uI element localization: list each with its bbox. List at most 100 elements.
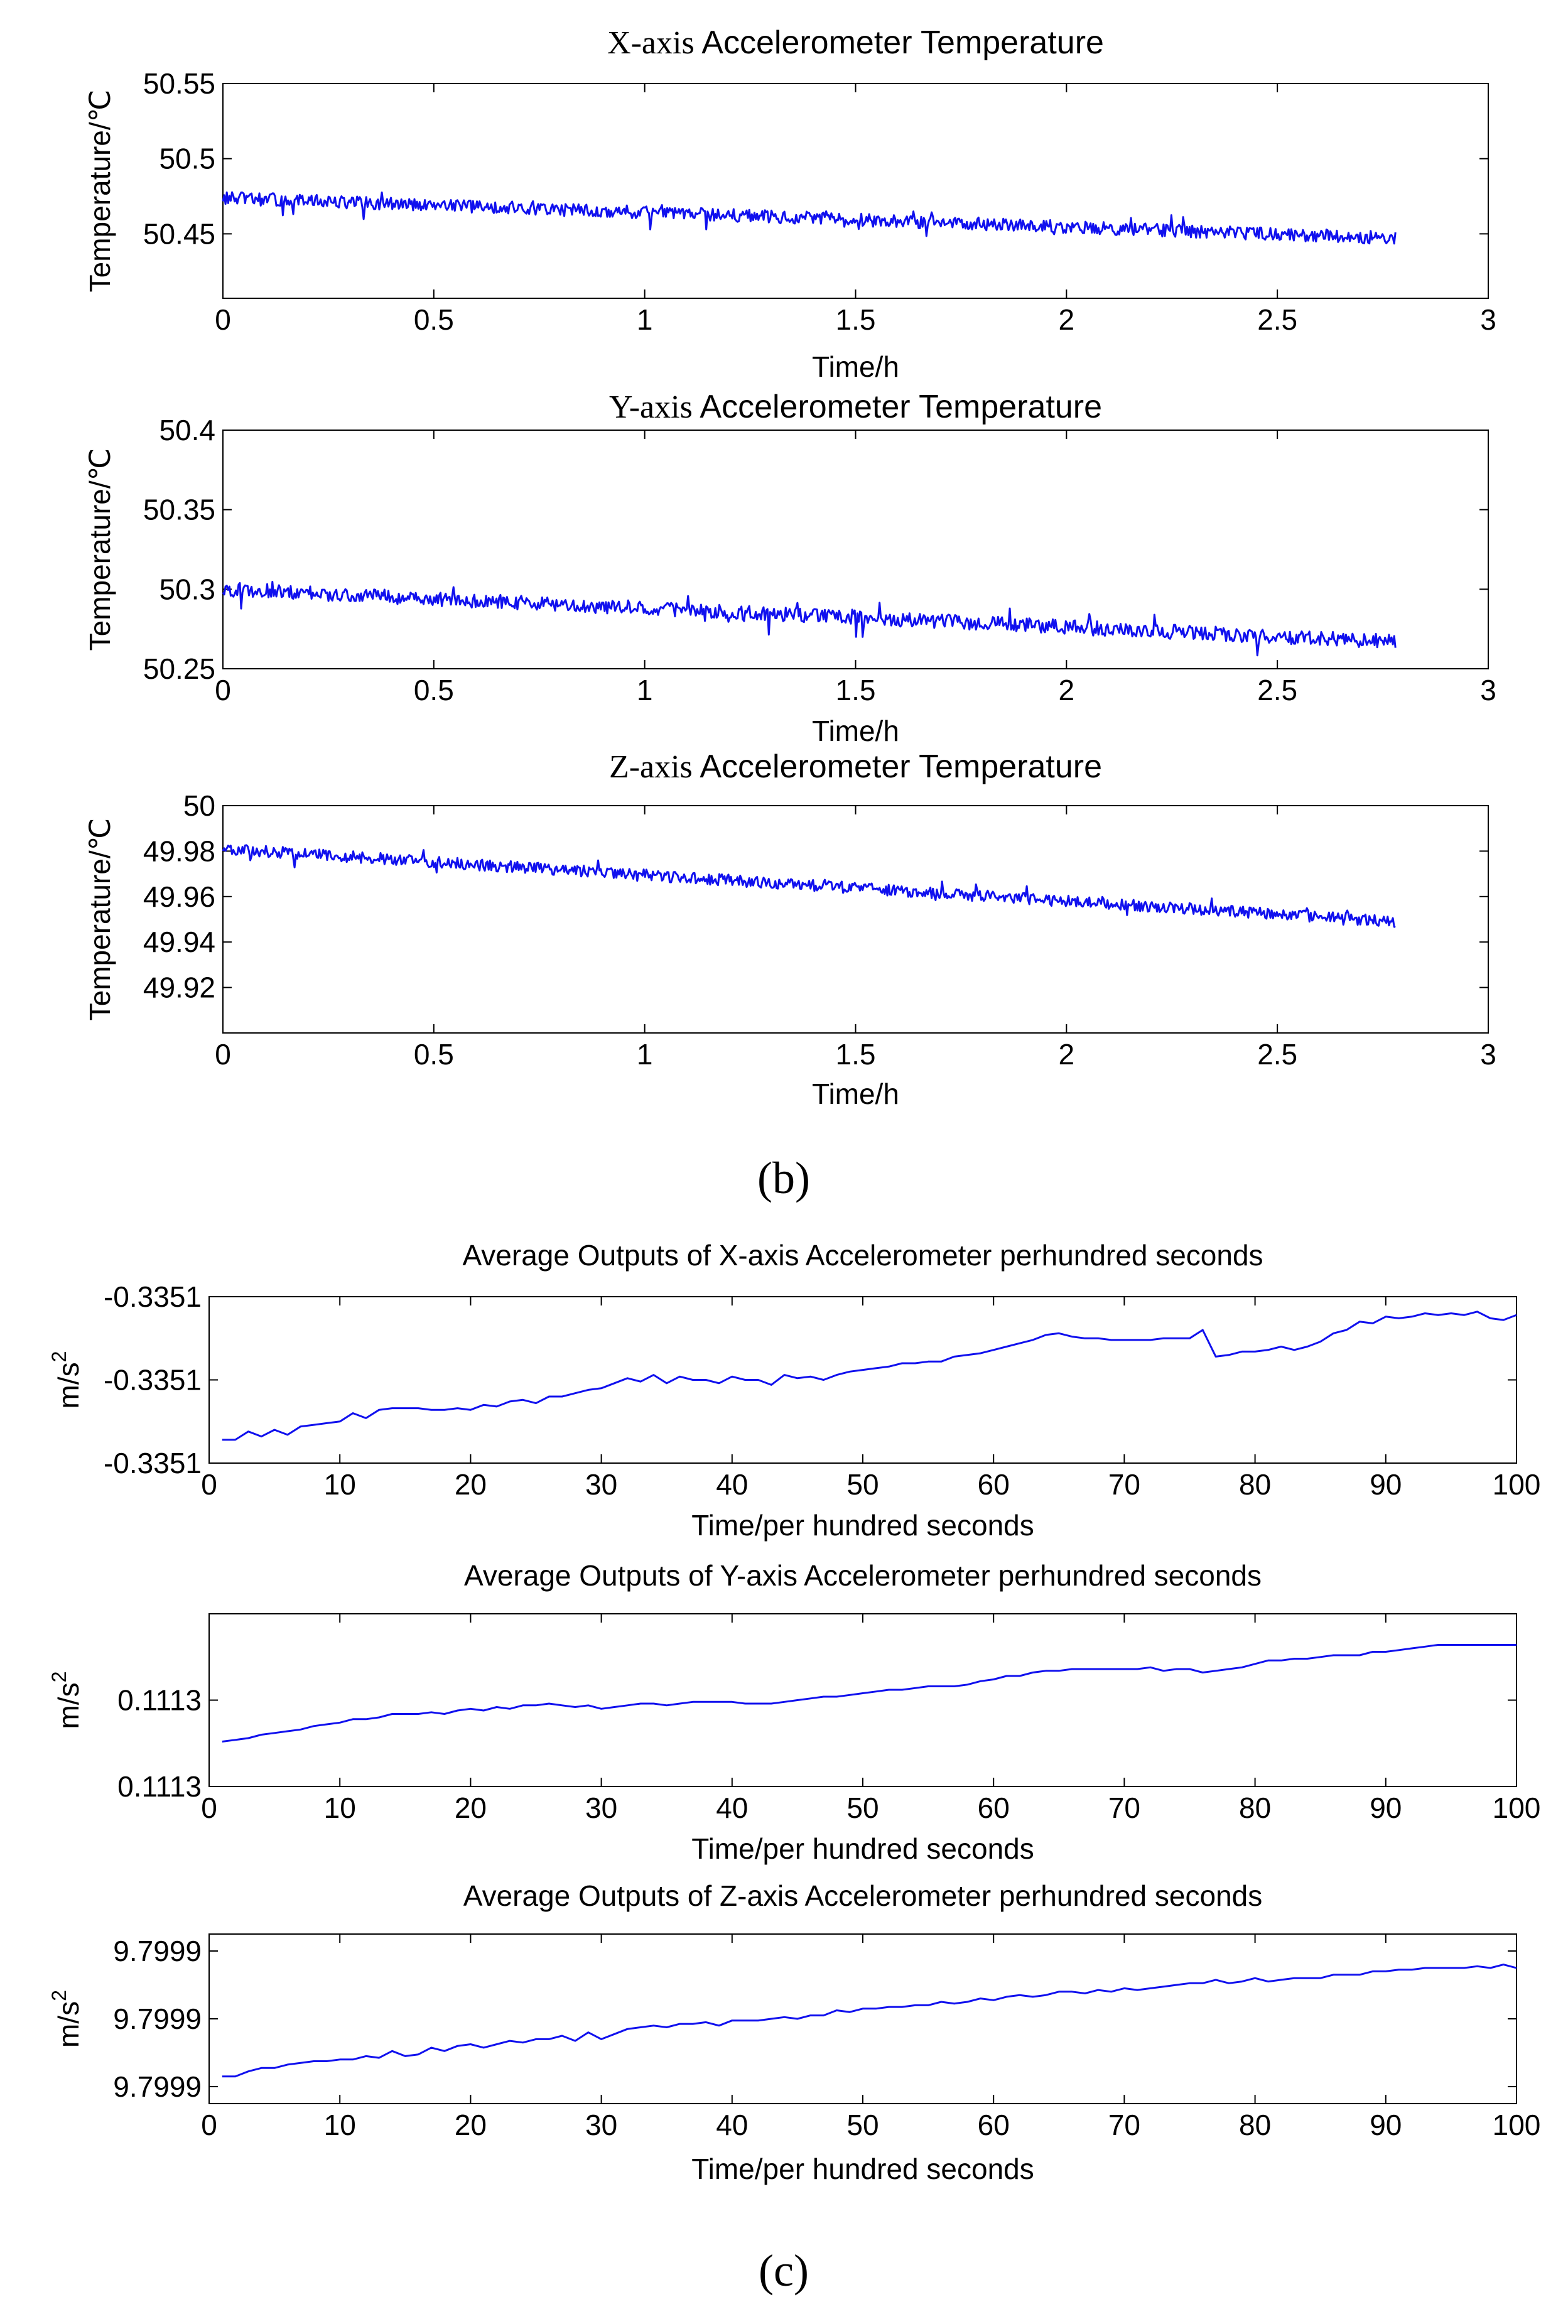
y-axis-label-text: Temperature/℃: [84, 90, 116, 293]
x-tick-label: 100: [1493, 1792, 1541, 1824]
y-axis-label: m/s2: [48, 1671, 85, 1729]
x-tick-label: 3: [1480, 1038, 1496, 1071]
y-tick-label: 50: [183, 789, 215, 822]
y-tick-label: 49.92: [143, 971, 215, 1004]
chart-title: Average Outputs of Y-axis Accelerometer …: [464, 1559, 1262, 1592]
y-tick-label: 50.25: [143, 652, 215, 685]
y-axis-label: m/s2: [48, 1351, 85, 1408]
x-tick-label: 1.5: [836, 303, 876, 336]
x-tick-label: 60: [978, 2109, 1010, 2141]
y-tick-label: 50.55: [143, 67, 215, 100]
x-tick-label: 20: [455, 1792, 487, 1824]
x-tick-label: 80: [1239, 1792, 1271, 1824]
x-tick-label: 50: [846, 2109, 879, 2141]
x-tick-label: 1: [637, 1038, 653, 1071]
y-tick-label: 9.7999: [113, 2070, 202, 2103]
x-tick-label: 30: [585, 2109, 617, 2141]
title-rest: Accelerometer Temperature: [693, 389, 1102, 425]
x-tick-label: 60: [978, 1468, 1010, 1501]
x-tick-label: 1.5: [836, 1038, 876, 1071]
x-tick-label: 70: [1108, 1468, 1140, 1501]
x-tick-label: 10: [324, 1792, 356, 1824]
chart-4: 0 10 20 30 40 50 60 70 80 90 100 -0.3351 -0.3351 -0.3…: [48, 1239, 1540, 1542]
y-axis-label: m/s2: [48, 1990, 85, 2048]
x-tick-label: 2: [1059, 303, 1075, 336]
chart-3: 0 0.5 1 1.5 2 2.5 3 49.92 49.94 49.96 49.98 50 Z-axi…: [84, 749, 1496, 1110]
y-tick-label: 50.35: [143, 494, 215, 526]
series-line-1: [222, 581, 1397, 657]
y-axis-label-sup: 2: [48, 1351, 70, 1362]
x-tick-label: 30: [585, 1792, 617, 1824]
x-tick-label: 0: [201, 1468, 217, 1501]
chart-2: 0 0.5 1 1.5 2 2.5 3 50.25 50.3 50.35 50.4 Y-axis Ac…: [84, 389, 1496, 747]
y-axis-label-text: m/s: [52, 2001, 85, 2048]
x-axis-label: Time/h: [812, 1078, 899, 1110]
x-tick-label: 10: [324, 1468, 356, 1501]
title-prefix: Y-axis: [609, 389, 693, 425]
x-tick-label: 2.5: [1257, 674, 1297, 706]
x-tick-label: 70: [1108, 2109, 1140, 2141]
x-tick-label: 0.5: [414, 674, 454, 706]
x-tick-label: 0: [215, 1038, 231, 1071]
chart-title: Average Outputs of Z-axis Accelerometer …: [463, 1879, 1263, 1912]
x-axis-label: Time/per hundred seconds: [691, 2153, 1034, 2185]
y-axis-label-text: Temperature/℃: [84, 448, 116, 651]
plot-frame: [222, 83, 1489, 299]
x-tick-label: 1: [637, 674, 653, 706]
x-tick-label: 40: [716, 1468, 748, 1501]
x-tick-label: 20: [455, 1468, 487, 1501]
y-tick-label: 50.45: [143, 217, 215, 250]
plot-frame: [208, 1933, 1517, 2104]
y-axis-label: Temperature/℃: [84, 448, 116, 651]
x-tick-label: 2.5: [1257, 1038, 1297, 1071]
x-tick-label: 80: [1239, 1468, 1271, 1501]
y-tick-label: 50.4: [159, 414, 215, 446]
x-axis-label: Time/h: [812, 715, 899, 747]
y-tick-label: -0.3351: [104, 1447, 202, 1479]
plot-frame: [208, 1296, 1517, 1464]
y-tick-label: 0.1113: [117, 1684, 202, 1717]
x-tick-label: 50: [846, 1468, 879, 1501]
y-axis-label-sup: 2: [48, 1671, 70, 1682]
x-tick-label: 60: [978, 1792, 1010, 1824]
x-tick-label: 70: [1108, 1792, 1140, 1824]
x-tick-label: 10: [324, 2109, 356, 2141]
series-line-1: [222, 191, 1397, 245]
x-tick-label: 100: [1493, 2109, 1541, 2141]
chart-1: 0 0.5 1 1.5 2 2.5 3 50.45 50.5 50.55 X-axis Accele…: [84, 24, 1496, 383]
x-tick-label: 3: [1480, 303, 1496, 336]
chart-title: Y-axis Accelerometer Temperature: [609, 389, 1102, 425]
panel-b-label: (b): [757, 1153, 810, 1203]
y-tick-label: 0.1113: [117, 1770, 202, 1803]
y-tick-label: 9.7999: [113, 2002, 202, 2035]
chart-6: 0 10 20 30 40 50 60 70 80 90 100 9.7999 9.7999 9.7999…: [48, 1879, 1540, 2185]
plot-frame: [208, 1613, 1517, 1787]
x-tick-label: 90: [1370, 2109, 1402, 2141]
y-axis-label: Temperature/℃: [84, 818, 116, 1021]
y-tick-label: -0.3351: [104, 1364, 202, 1397]
chart-title: X-axis Accelerometer Temperature: [607, 24, 1104, 61]
series-line-1: [222, 1644, 1517, 1743]
y-tick-label: 50.3: [159, 573, 215, 605]
x-tick-label: 3: [1480, 674, 1496, 706]
panel-c-label: (c): [759, 2246, 809, 2296]
y-axis-label-text: Temperature/℃: [84, 818, 116, 1021]
y-tick-label: 9.7999: [113, 1935, 202, 1967]
title-rest: Accelerometer Temperature: [695, 24, 1104, 61]
x-tick-label: 0.5: [414, 303, 454, 336]
y-axis-label-text: m/s: [52, 1362, 85, 1408]
y-tick-label: -0.3351: [104, 1280, 202, 1313]
x-axis-label: Time/h: [812, 350, 899, 383]
y-axis-label-text: m/s: [52, 1682, 85, 1729]
x-tick-label: 0.5: [414, 1038, 454, 1071]
plot-frame: [222, 805, 1489, 1034]
charts-root: 0 0.5 1 1.5 2 2.5 3 50.45 50.5 50.55 X-axis Accele…: [48, 24, 1540, 2185]
series-line-1: [222, 1311, 1517, 1441]
x-tick-label: 0: [215, 303, 231, 336]
title-rest: Accelerometer Temperature: [693, 749, 1102, 785]
series-line-1: [222, 844, 1396, 928]
chart-title: Average Outputs of X-axis Accelerometer …: [462, 1239, 1263, 1272]
x-tick-label: 0: [201, 1792, 217, 1824]
y-axis-label-sup: 2: [48, 1990, 70, 2001]
series-line-1: [222, 1964, 1517, 2078]
